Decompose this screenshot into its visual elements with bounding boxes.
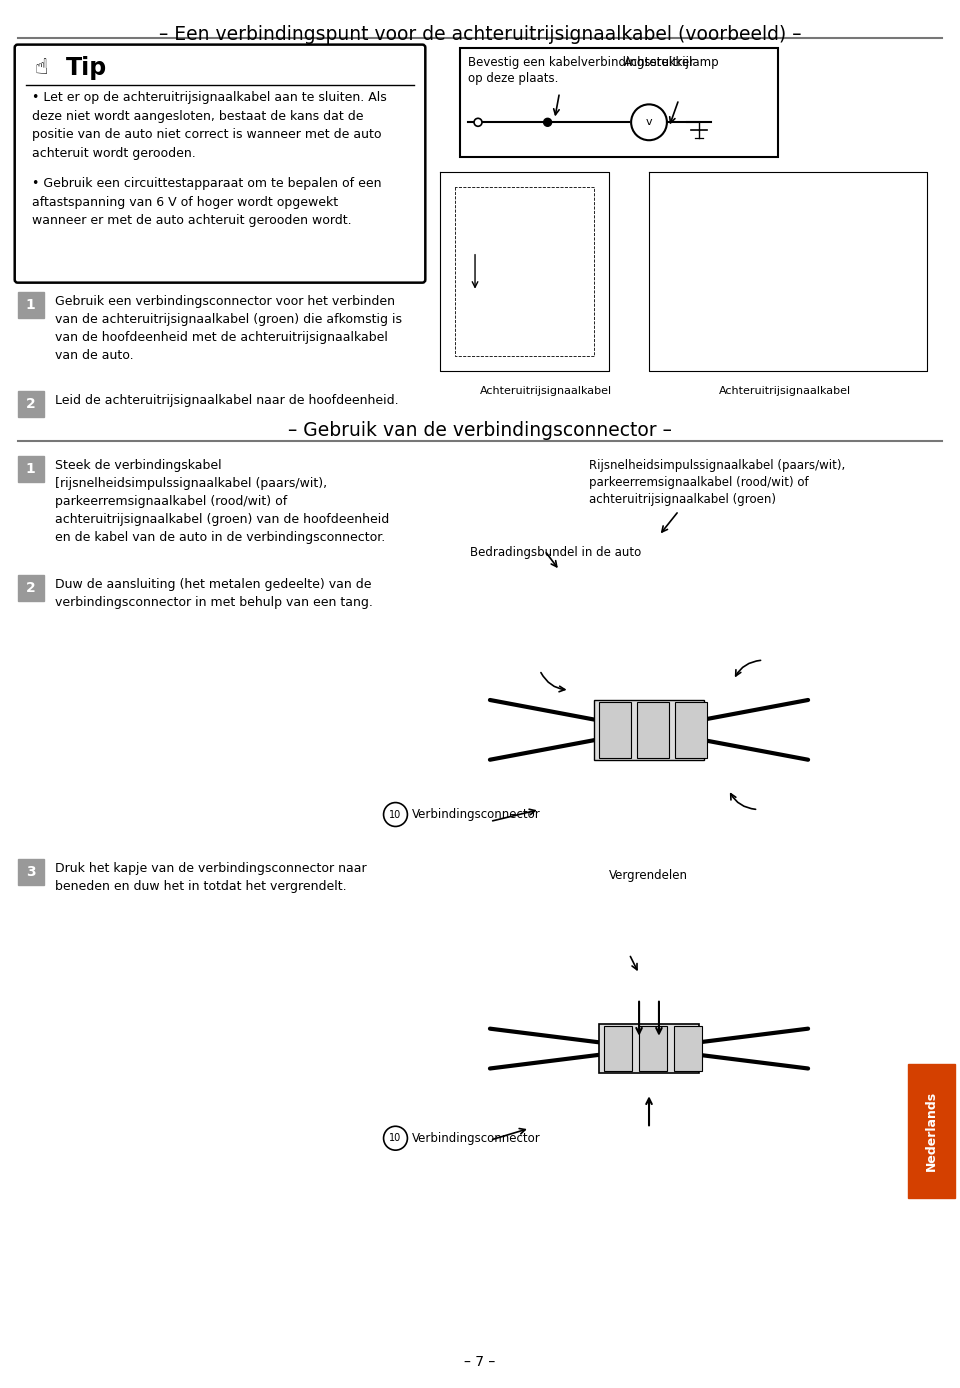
Bar — [17, 576, 43, 601]
Text: Steek de verbindingskabel
[rijsnelheidsimpulssignaalkabel (paars/wit),
parkeerre: Steek de verbindingskabel [rijsnelheidsi… — [56, 459, 390, 544]
Circle shape — [384, 1126, 407, 1151]
Text: Achteruitrijsignaalkabel: Achteruitrijsignaalkabel — [719, 386, 851, 396]
Text: 10: 10 — [390, 1133, 401, 1144]
Bar — [17, 455, 43, 482]
Text: Rijsnelheidsimpulssignaalkabel (paars/wit),
parkeerremsignaalkabel (rood/wit) of: Rijsnelheidsimpulssignaalkabel (paars/wi… — [589, 459, 846, 507]
Text: 1: 1 — [26, 462, 36, 476]
Bar — [599, 702, 631, 758]
Text: 2: 2 — [26, 397, 36, 411]
Text: Nederlands: Nederlands — [924, 1091, 938, 1171]
Text: Duw de aansluiting (het metalen gedeelte) van de
verbindingsconnector in met beh: Duw de aansluiting (het metalen gedeelte… — [56, 579, 373, 609]
Text: Verbindingsconnector: Verbindingsconnector — [413, 1131, 541, 1145]
Text: Tip: Tip — [65, 56, 107, 79]
Text: • Gebruik een circuittestapparaat om te bepalen of een
aftastspanning van 6 V of: • Gebruik een circuittestapparaat om te … — [32, 178, 381, 228]
Bar — [907, 1063, 955, 1198]
Text: 3: 3 — [26, 865, 36, 879]
Text: – 7 –: – 7 – — [465, 1355, 495, 1370]
Circle shape — [543, 118, 552, 126]
Text: ☝: ☝ — [35, 57, 48, 78]
Bar — [599, 1024, 699, 1073]
Circle shape — [631, 104, 667, 140]
Text: Achteruitrijlamp: Achteruitrijlamp — [624, 56, 720, 68]
Text: – Een verbindingspunt voor de achteruitrijsignaalkabel (voorbeeld) –: – Een verbindingspunt voor de achteruitr… — [158, 25, 802, 43]
Text: – Gebruik van de verbindingsconnector –: – Gebruik van de verbindingsconnector – — [288, 421, 672, 440]
Bar — [674, 1026, 702, 1072]
Text: Leid de achteruitrijsignaalkabel naar de hoofdeenheid.: Leid de achteruitrijsignaalkabel naar de… — [56, 394, 399, 407]
Text: 10: 10 — [390, 809, 401, 819]
Bar — [604, 1026, 632, 1072]
Text: 2: 2 — [26, 582, 36, 595]
Text: Gebruik een verbindingsconnector voor het verbinden
van de achteruitrijsignaalka: Gebruik een verbindingsconnector voor he… — [56, 294, 402, 362]
Bar — [460, 47, 779, 157]
FancyBboxPatch shape — [14, 44, 425, 283]
Text: Verbindingsconnector: Verbindingsconnector — [413, 808, 541, 822]
Text: Bedradingsbundel in de auto: Bedradingsbundel in de auto — [470, 545, 641, 558]
Text: 1: 1 — [26, 297, 36, 311]
Bar — [17, 391, 43, 418]
Text: • Let er op de achteruitrijsignaalkabel aan te sluiten. Als
deze niet wordt aang: • Let er op de achteruitrijsignaalkabel … — [32, 92, 386, 160]
Text: Vergrendelen: Vergrendelen — [610, 869, 688, 883]
Bar — [17, 291, 43, 318]
Bar — [639, 1026, 667, 1072]
Text: Achteruitrijsignaalkabel: Achteruitrijsignaalkabel — [480, 386, 612, 396]
Text: Druk het kapje van de verbindingsconnector naar
beneden en duw het in totdat het: Druk het kapje van de verbindingsconnect… — [56, 862, 367, 894]
Circle shape — [474, 118, 482, 126]
Circle shape — [384, 802, 407, 826]
Text: v: v — [646, 118, 653, 128]
Bar — [675, 702, 707, 758]
Bar — [17, 859, 43, 886]
Text: Bevestig een kabelverbindingsstekker
op deze plaats.: Bevestig een kabelverbindingsstekker op … — [468, 56, 694, 85]
Bar — [637, 702, 669, 758]
Bar — [594, 700, 704, 759]
